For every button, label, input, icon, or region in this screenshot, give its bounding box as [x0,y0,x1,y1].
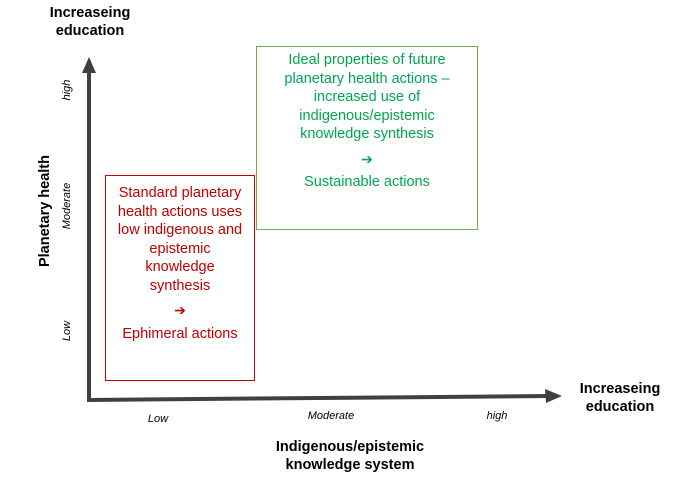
x-axis-right-label: Increaseing education [579,381,661,415]
y-axis-arrowhead [82,57,96,73]
standard-actions-text: Standard planetary health actions uses l… [117,185,243,294]
x-axis-label: Indigenous/epistemic knowledge system [275,439,425,473]
right-arrow-icon: ➔ [361,150,373,167]
right-arrow-icon: ➔ [174,302,186,318]
ephemeral-actions-label: Ephimeral actions [122,325,238,342]
sustainable-actions-label: Sustainable actions [304,174,430,190]
standard-actions-box: Standard planetary health actions uses l… [105,175,255,381]
x-axis-arrowhead [545,389,562,403]
x-axis-line [86,394,549,402]
y-axis-top-label: Increaseing education [49,5,131,39]
ideal-actions-text: Ideal properties of future planetary hea… [284,52,450,142]
y-tick-low: Low [61,320,73,342]
x-tick-high: high [486,410,508,422]
y-tick-moderate: Moderate [61,182,73,230]
ideal-actions-box: Ideal properties of future planetary hea… [256,46,478,230]
x-tick-low: Low [147,413,169,425]
y-tick-high: high [61,79,73,101]
y-axis-label: Planetary health [37,155,53,268]
x-tick-moderate: Moderate [307,410,355,422]
